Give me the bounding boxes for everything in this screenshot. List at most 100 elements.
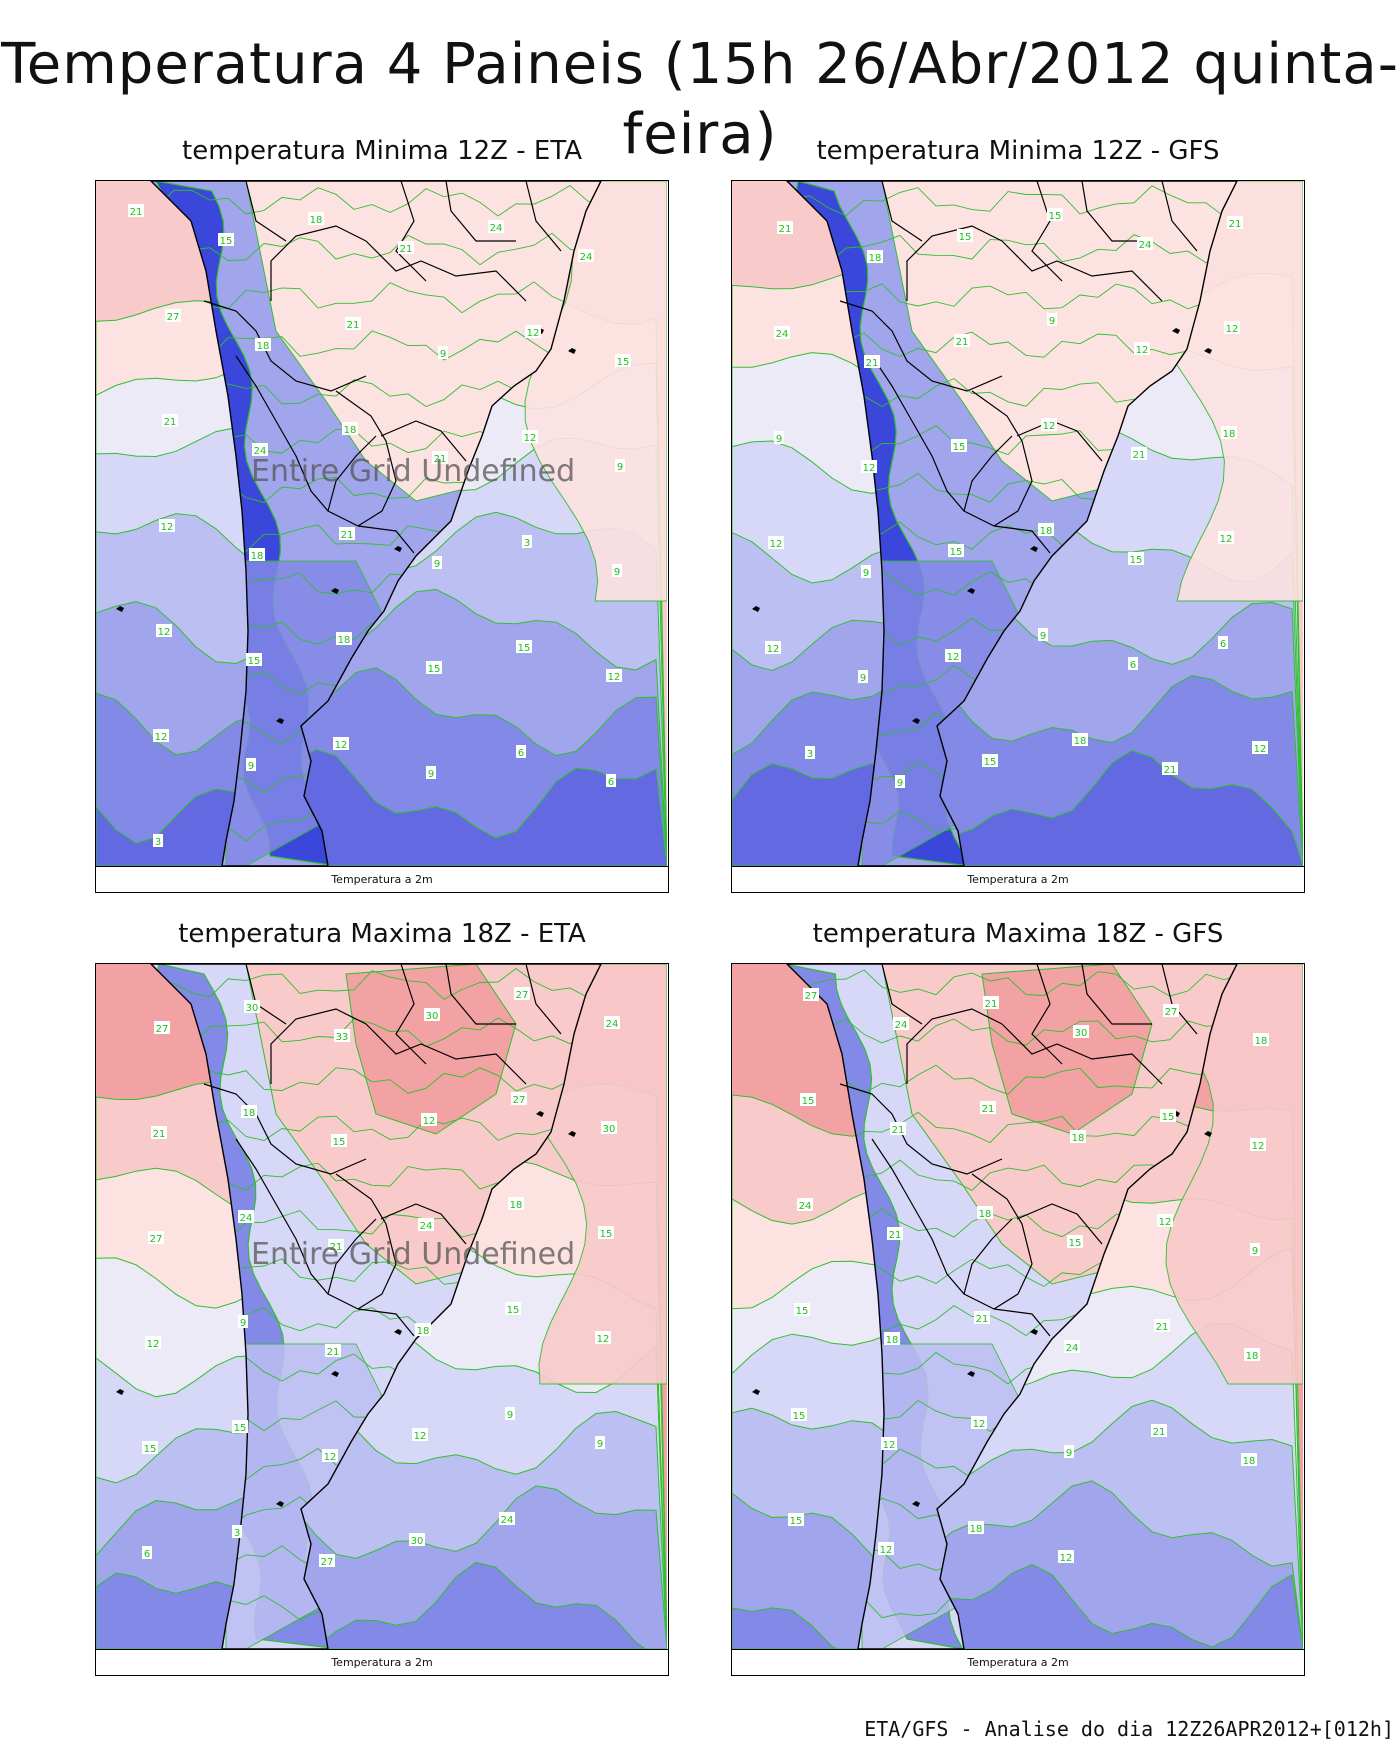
contour-label: 6 [1128, 657, 1138, 671]
contour-label-text: 9 [617, 462, 623, 473]
contour-label-text: 18 [886, 1335, 899, 1346]
contour-label: 21 [1162, 762, 1178, 776]
contour-label-text: 21 [892, 1125, 905, 1136]
contour-label: 21 [954, 334, 970, 348]
contour-label: 12 [1157, 1214, 1173, 1228]
contour-label-text: 15 [793, 1411, 806, 1422]
contour-label: 24 [499, 1512, 515, 1526]
contour-label-text: 21 [164, 417, 177, 428]
contour-label-text: 15 [518, 643, 531, 654]
contour-label: 15 [1047, 208, 1063, 222]
contour-label: 21 [864, 355, 880, 369]
contour-label-text: 12 [324, 1452, 337, 1463]
contour-label-text: 21 [400, 244, 413, 255]
contour-label-text: 15 [234, 1423, 247, 1434]
contour-label: 15 [505, 1302, 521, 1316]
temperature-map-max-gfs: 27 24 21 30 27 18 15 21 21 18 15 12 24 21 18 15 12 9 15 18 2… [732, 964, 1303, 1649]
contour-label-text: 12 [524, 433, 537, 444]
contour-label: 12 [525, 325, 541, 339]
contour-label: 18 [884, 1332, 900, 1346]
contour-label: 12 [333, 737, 349, 751]
contour-label-text: 12 [1226, 324, 1239, 335]
contour-label: 9 [1038, 628, 1048, 642]
contour-label-text: 24 [240, 1213, 253, 1224]
contour-label-text: 6 [144, 1549, 150, 1560]
contour-label-text: 12 [608, 672, 621, 683]
panel-title-max-eta: temperatura Maxima 18Z - ETA [178, 919, 586, 949]
contour-label: 21 [1131, 447, 1147, 461]
contour-label-text: 15 [428, 664, 441, 675]
contour-label: 9 [432, 556, 442, 570]
contour-label: 30 [244, 1000, 260, 1014]
contour-label: 12 [522, 430, 538, 444]
contour-label: 30 [601, 1121, 617, 1135]
contour-label-text: 24 [1066, 1343, 1079, 1354]
contour-label: 18 [867, 250, 883, 264]
contour-label: 18 [1253, 1033, 1269, 1047]
contour-label-text: 15 [617, 357, 630, 368]
contour-label-text: 18 [979, 1209, 992, 1220]
contour-label: 3 [153, 834, 163, 848]
contour-label: 6 [1218, 636, 1228, 650]
contour-label: 9 [505, 1407, 515, 1421]
contour-label: 6 [142, 1546, 152, 1560]
contour-label: 24 [604, 1016, 620, 1030]
contour-label-text: 27 [156, 1024, 169, 1035]
contour-label: 12 [1218, 531, 1234, 545]
contour-label-text: 12 [161, 522, 174, 533]
contour-label-text: 15 [802, 1096, 815, 1107]
contour-label: 18 [249, 548, 265, 562]
contour-label-text: 27 [805, 991, 818, 1002]
contour-label: 12 [153, 729, 169, 743]
contour-label: 21 [980, 1101, 996, 1115]
contour-label-text: 9 [597, 1439, 603, 1450]
contour-label: 18 [1038, 523, 1054, 537]
contour-label: 24 [797, 1198, 813, 1212]
contour-label-text: 24 [606, 1019, 619, 1030]
contour-label-text: 9 [1252, 1246, 1258, 1257]
contour-label-text: 9 [240, 1318, 246, 1329]
contour-label: 12 [768, 536, 784, 550]
contour-label: 12 [159, 519, 175, 533]
contour-label-text: 30 [426, 1011, 439, 1022]
contour-label-text: 15 [248, 656, 261, 667]
contour-label: 9 [426, 766, 436, 780]
panel-title-min-eta: temperatura Minima 12Z - ETA [182, 136, 582, 166]
contour-label: 30 [1073, 1025, 1089, 1039]
contour-label: 27 [803, 988, 819, 1002]
contour-label-text: 21 [330, 1242, 343, 1253]
contour-label-text: 12 [1136, 345, 1149, 356]
contour-label: 15 [246, 653, 262, 667]
contour-label: 21 [325, 1344, 341, 1358]
contour-label: 21 [974, 1311, 990, 1325]
contour-label-text: 15 [507, 1305, 520, 1316]
contour-label-text: 30 [603, 1124, 616, 1135]
contour-label-text: 12 [158, 627, 171, 638]
contour-label-text: 21 [1153, 1427, 1166, 1438]
contour-label-text: 9 [860, 673, 866, 684]
contour-label-text: 21 [1164, 765, 1177, 776]
contour-label-text: 24 [799, 1201, 812, 1212]
contour-label: 18 [336, 632, 352, 646]
contour-label: 12 [1224, 321, 1240, 335]
contour-label-text: 18 [1074, 736, 1087, 747]
temperature-map-min-gfs: 21 18 15 15 24 21 24 21 21 9 12 12 9 12 15 12 21 18 12 9 15 1… [732, 181, 1303, 866]
contour-label-text: 21 [434, 454, 447, 465]
contour-label-text: 18 [510, 1200, 523, 1211]
contour-label: 6 [516, 745, 526, 759]
contour-label-text: 18 [1246, 1351, 1259, 1362]
contour-label: 15 [218, 233, 234, 247]
panel-title-max-gfs: temperatura Maxima 18Z - GFS [812, 919, 1224, 949]
contour-label: 15 [948, 544, 964, 558]
contour-label-text: 12 [1060, 1553, 1073, 1564]
contour-label-text: 15 [959, 232, 972, 243]
panel-title-min-gfs: temperatura Minima 12Z - GFS [816, 136, 1220, 166]
contour-label-text: 24 [895, 1020, 908, 1031]
page-title: Temperatura 4 Paineis (15h 26/Abr/2012 q… [1, 32, 1399, 167]
contour-label-text: 12 [767, 644, 780, 655]
contour-label: 18 [415, 1323, 431, 1337]
contour-label: 21 [983, 996, 999, 1010]
contour-label-text: 9 [507, 1410, 513, 1421]
contour-label: 3 [232, 1525, 242, 1539]
contour-label: 12 [145, 1336, 161, 1350]
